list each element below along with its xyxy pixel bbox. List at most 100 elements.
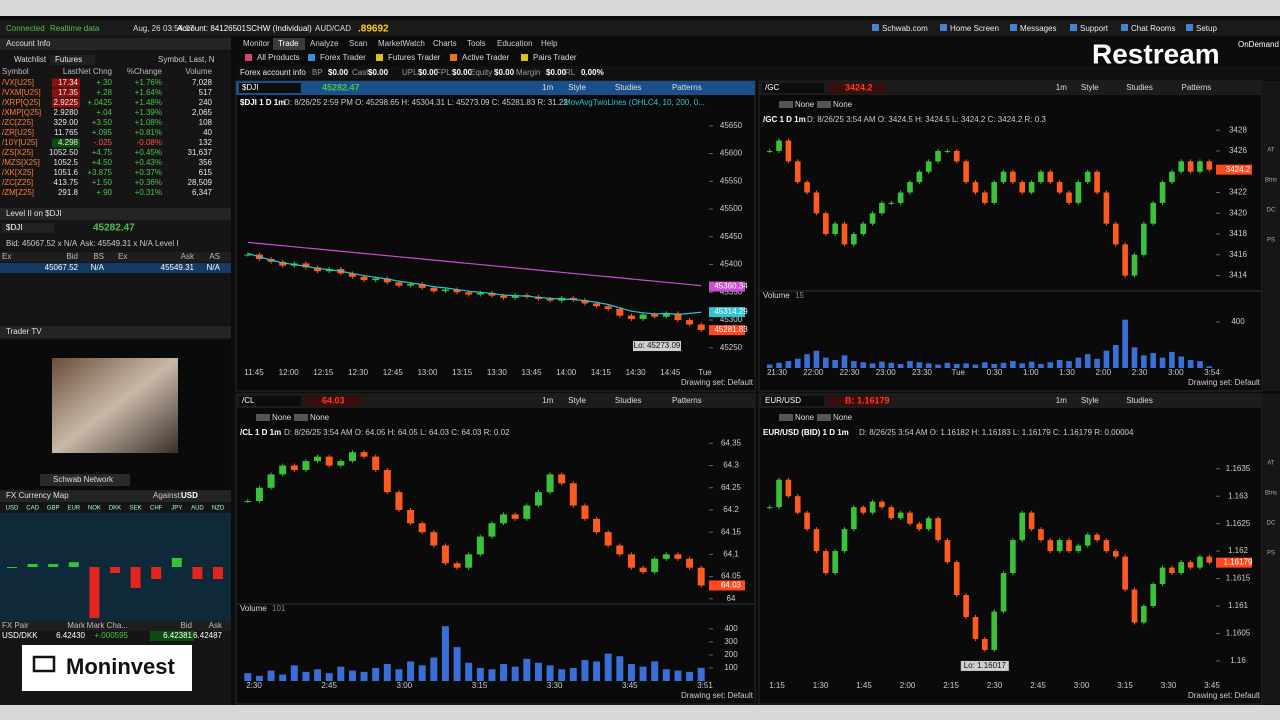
- y-tick-label: 1.163: [1228, 491, 1249, 500]
- price-label-text: 64.03: [721, 581, 742, 590]
- volume-bar: [944, 362, 951, 368]
- volume-bar: [1131, 347, 1138, 368]
- toolbar-item[interactable]: 1m: [1056, 83, 1067, 92]
- candle: [697, 324, 705, 331]
- top-link[interactable]: Home Screen: [950, 24, 999, 33]
- side-tab[interactable]: DC: [1267, 208, 1276, 214]
- candle: [991, 182, 997, 203]
- top-link[interactable]: Messages: [1020, 24, 1056, 33]
- volume-bar: [302, 671, 310, 681]
- side-tab[interactable]: PS: [1267, 238, 1275, 244]
- volume-bar: [337, 666, 345, 681]
- candle: [441, 545, 449, 564]
- toolbar-item[interactable]: Style: [568, 396, 586, 405]
- volume-bar: [907, 361, 913, 368]
- x-tick-label: 12:00: [279, 368, 300, 377]
- volume-bar: [1159, 357, 1166, 368]
- side-tab[interactable]: DC: [1267, 521, 1276, 527]
- candle: [822, 551, 829, 574]
- candle: [1112, 551, 1119, 557]
- volume-bar: [453, 647, 461, 681]
- candle: [1028, 512, 1035, 530]
- chart-last: 3424.2: [845, 82, 873, 92]
- chart-symbol[interactable]: EUR/USD: [765, 396, 801, 405]
- candle: [1206, 161, 1213, 170]
- fib-none: None: [795, 413, 815, 422]
- candle: [1178, 161, 1185, 172]
- toolbar-item[interactable]: 1m: [542, 83, 553, 92]
- x-tick-label: 3:00: [1168, 368, 1184, 377]
- subtab[interactable]: Active Trader: [462, 53, 509, 62]
- toolbar-item[interactable]: Patterns: [1182, 83, 1212, 92]
- menu-tab[interactable]: Help: [541, 39, 558, 48]
- top-link[interactable]: Schwab.com: [882, 24, 928, 33]
- menu-tab[interactable]: MarketWatch: [378, 39, 425, 48]
- menu-tab[interactable]: Tools: [467, 39, 486, 48]
- candle: [822, 213, 829, 235]
- volume-bar: [1112, 345, 1119, 368]
- subtab[interactable]: Futures Trader: [388, 53, 441, 62]
- candle: [500, 295, 508, 298]
- top-link[interactable]: Setup: [1196, 24, 1217, 33]
- top-link[interactable]: Chat Rooms: [1131, 24, 1175, 33]
- volume-bar: [822, 357, 829, 368]
- toolbar-item[interactable]: Studies: [1126, 396, 1153, 405]
- menu-tab[interactable]: Monitor: [243, 39, 270, 48]
- side-tab[interactable]: AT: [1267, 461, 1275, 467]
- toolbar-item[interactable]: Style: [568, 83, 586, 92]
- toolbar-item[interactable]: Style: [1081, 83, 1099, 92]
- subtab[interactable]: All Products: [257, 53, 300, 62]
- account: Account: 84126501SCHW (Individual): [177, 24, 312, 33]
- side-tab[interactable]: Btns: [1265, 178, 1277, 184]
- level2-header: [0, 252, 231, 262]
- drawing-set: Drawing set: Default: [1188, 691, 1261, 700]
- toolbar-item[interactable]: Patterns: [672, 83, 702, 92]
- on-demand[interactable]: OnDemand: [1238, 40, 1279, 49]
- x-tick-label: 23:30: [912, 368, 933, 377]
- side-tab[interactable]: AT: [1267, 148, 1275, 154]
- toolbar-item[interactable]: 1m: [1056, 396, 1067, 405]
- toolbar-item[interactable]: Studies: [615, 396, 642, 405]
- watchlist-group[interactable]: Futures: [55, 55, 82, 64]
- candle: [1141, 606, 1147, 623]
- toolbar-item[interactable]: Studies: [615, 83, 642, 92]
- menu-tab[interactable]: Scan: [349, 39, 367, 48]
- field-value: $0.00: [368, 68, 389, 77]
- subtab[interactable]: Pairs Trader: [533, 53, 577, 62]
- menu-tab[interactable]: Analyze: [310, 39, 339, 48]
- menu-tab[interactable]: Education: [497, 39, 533, 48]
- chart-symbol[interactable]: /CL: [242, 396, 255, 405]
- fx-pairs-header: [0, 621, 231, 631]
- volume-bar: [1019, 363, 1026, 368]
- x-tick-label: 14:15: [591, 368, 612, 377]
- menu-tab[interactable]: Charts: [433, 39, 457, 48]
- toolbar-item[interactable]: 1m: [542, 396, 553, 405]
- side-tab[interactable]: PS: [1267, 551, 1275, 557]
- side-tab[interactable]: Btns: [1265, 491, 1277, 497]
- fib-none: None: [310, 413, 330, 422]
- candle: [1010, 171, 1016, 183]
- status-bar: [0, 20, 1280, 36]
- fx-bar: [48, 564, 59, 567]
- level2-column: Ex: [2, 252, 11, 261]
- volume-bar: [766, 364, 773, 368]
- candle: [1169, 171, 1175, 183]
- candle: [500, 514, 508, 524]
- chart-symbol[interactable]: /GC: [765, 83, 779, 92]
- subtab[interactable]: Forex Trader: [320, 53, 366, 62]
- price-box: [306, 396, 362, 406]
- toolbar-item[interactable]: Patterns: [672, 396, 702, 405]
- candle: [869, 501, 876, 513]
- toolbar-item[interactable]: Studies: [1126, 83, 1153, 92]
- chart-symbol[interactable]: $DJI: [242, 83, 258, 92]
- fx-bar: [151, 567, 162, 579]
- menu-tab[interactable]: Trade: [278, 39, 299, 48]
- chart-toolbar: [236, 81, 755, 95]
- top-link[interactable]: Support: [1080, 24, 1109, 33]
- toolbar-item[interactable]: Style: [1081, 396, 1099, 405]
- candle: [1028, 182, 1035, 193]
- drawing-set: Drawing set: Default: [1188, 378, 1261, 387]
- drawing-set: Drawing set: Default: [681, 691, 754, 700]
- last-cell: [52, 158, 80, 168]
- volume-bar: [1047, 362, 1054, 368]
